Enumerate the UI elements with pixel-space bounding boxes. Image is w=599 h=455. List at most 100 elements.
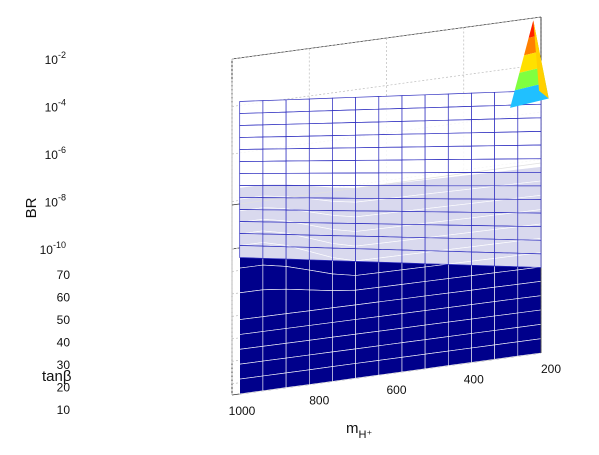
wireframe-surface-cell	[401, 159, 426, 174]
solid-surface-cell	[285, 266, 310, 291]
x-tick-label: 20	[57, 380, 71, 394]
wireframe-surface-cell	[262, 99, 287, 114]
y-tick-label: 1000	[229, 404, 256, 418]
x-tick-label: 60	[57, 290, 71, 304]
wireframe-surface-cell	[308, 147, 333, 162]
z-tick-exponent: -2	[58, 50, 66, 60]
wireframe-surface-cell	[401, 133, 426, 148]
peak-band	[533, 20, 549, 99]
solid-surface-cell	[355, 360, 380, 379]
solid-surface-cell	[262, 372, 287, 392]
wireframe-surface-cell	[424, 211, 449, 226]
wireframe-surface-cell	[239, 148, 264, 162]
wireframe-surface-cell	[494, 118, 519, 133]
wireframe-surface-cell	[517, 252, 542, 268]
wireframe-surface-cell	[517, 103, 542, 119]
wireframe-surface-cell	[239, 124, 264, 138]
wireframe-surface-cell	[471, 105, 495, 120]
wireframe-surface-cell	[332, 109, 356, 124]
wireframe-surface-cell	[355, 185, 380, 199]
wireframe-surface-cell	[447, 250, 472, 266]
wireframe-surface-cell	[494, 104, 519, 120]
wireframe-surface-cell	[517, 239, 542, 255]
z-tick-label: 10-4	[45, 98, 66, 115]
z-tick-exponent: -10	[53, 240, 66, 250]
wireframe-surface-cell	[239, 197, 264, 211]
wireframe-surface-cell	[378, 121, 403, 136]
wireframe-surface-cell	[378, 236, 403, 251]
solid-surface-cell	[239, 264, 264, 294]
wireframe-surface-cell	[378, 95, 403, 110]
wireframe-surface-cell	[378, 249, 403, 264]
wireframe-surface-cell	[285, 197, 310, 211]
wireframe-surface-cell	[401, 249, 426, 265]
y-tick-label: 400	[464, 373, 484, 387]
wireframe-surface-cell	[401, 223, 426, 239]
wireframe-surface-cell	[355, 159, 380, 174]
wireframe-surface-cell	[239, 136, 264, 150]
wireframe-surface-cell	[355, 134, 380, 149]
wireframe-surface-cell	[285, 135, 310, 150]
wireframe-surface-cell	[262, 233, 287, 248]
wireframe-surface-cell	[262, 209, 287, 223]
wireframe-surface-cell	[285, 98, 310, 113]
wireframe-surface-cell	[308, 209, 333, 224]
wireframe-surface-cell	[471, 118, 495, 134]
wireframe-surface-cell	[401, 198, 426, 213]
wireframe-surface-cell	[308, 172, 333, 186]
solid-surface-cell	[262, 264, 287, 291]
wireframe-surface-cell	[332, 185, 356, 199]
wireframe-surface-cell	[401, 107, 426, 122]
y-tick-label: 800	[309, 394, 329, 408]
wireframe-surface-cell	[308, 222, 333, 236]
wireframe-surface-cell	[355, 172, 380, 187]
wireframe-surface-cell	[378, 172, 403, 187]
wireframe-surface-cell	[517, 171, 542, 187]
solid-surface-cell	[285, 369, 310, 388]
wireframe-surface-cell	[401, 120, 426, 135]
wireframe-surface-cell	[378, 133, 403, 148]
wireframe-surface-cell	[378, 185, 403, 199]
wireframe-surface-cell	[471, 132, 495, 147]
wireframe-surface-cell	[308, 234, 333, 249]
wireframe-surface-cell	[285, 172, 310, 186]
wireframe-surface-cell	[494, 198, 519, 214]
wireframe-surface-cell	[355, 108, 380, 123]
wireframe-surface-cell	[471, 185, 495, 200]
wireframe-surface-cell	[447, 224, 472, 240]
wireframe-surface-cell	[332, 222, 356, 237]
solid-surface-cell	[308, 289, 333, 312]
wireframe-surface-cell	[494, 131, 519, 147]
z-tick-exponent: -6	[58, 145, 66, 155]
wireframe-surface-cell	[332, 235, 356, 250]
wireframe-surface-cell	[494, 238, 519, 254]
solid-surface-cell	[332, 273, 356, 292]
wireframe-surface-cell	[355, 210, 380, 225]
wireframe-surface-cell	[447, 158, 472, 173]
wireframe-surface-cell	[239, 100, 264, 114]
wireframe-surface-cell	[378, 223, 403, 238]
wireframe-surface-cell	[494, 185, 519, 200]
wireframe-surface-cell	[355, 147, 380, 161]
wireframe-surface-cell	[424, 93, 449, 109]
wireframe-surface-cell	[517, 225, 542, 241]
wireframe-surface-cell	[285, 246, 310, 261]
y-tick-label: 200	[541, 362, 561, 376]
wireframe-surface-cell	[239, 233, 264, 247]
wireframe-surface-cell	[378, 108, 403, 123]
wireframe-surface-cell	[239, 160, 264, 174]
wireframe-surface-cell	[401, 172, 426, 187]
wireframe-surface-cell	[239, 112, 264, 126]
y-axis-label: mH⁺	[346, 420, 372, 441]
wireframe-surface-cell	[262, 197, 287, 211]
wireframe-surface-cell	[471, 145, 495, 160]
wireframe-surface-cell	[332, 147, 356, 161]
z-tick-base: 10	[40, 243, 54, 257]
wireframe-surface-cell	[332, 197, 356, 212]
wireframe-surface-cell	[424, 106, 449, 122]
wireframe-surface-cell	[471, 198, 495, 213]
wireframe-surface-cell	[401, 185, 426, 200]
wireframe-surface-cell	[239, 185, 264, 198]
wireframe-surface-cell	[355, 96, 380, 111]
